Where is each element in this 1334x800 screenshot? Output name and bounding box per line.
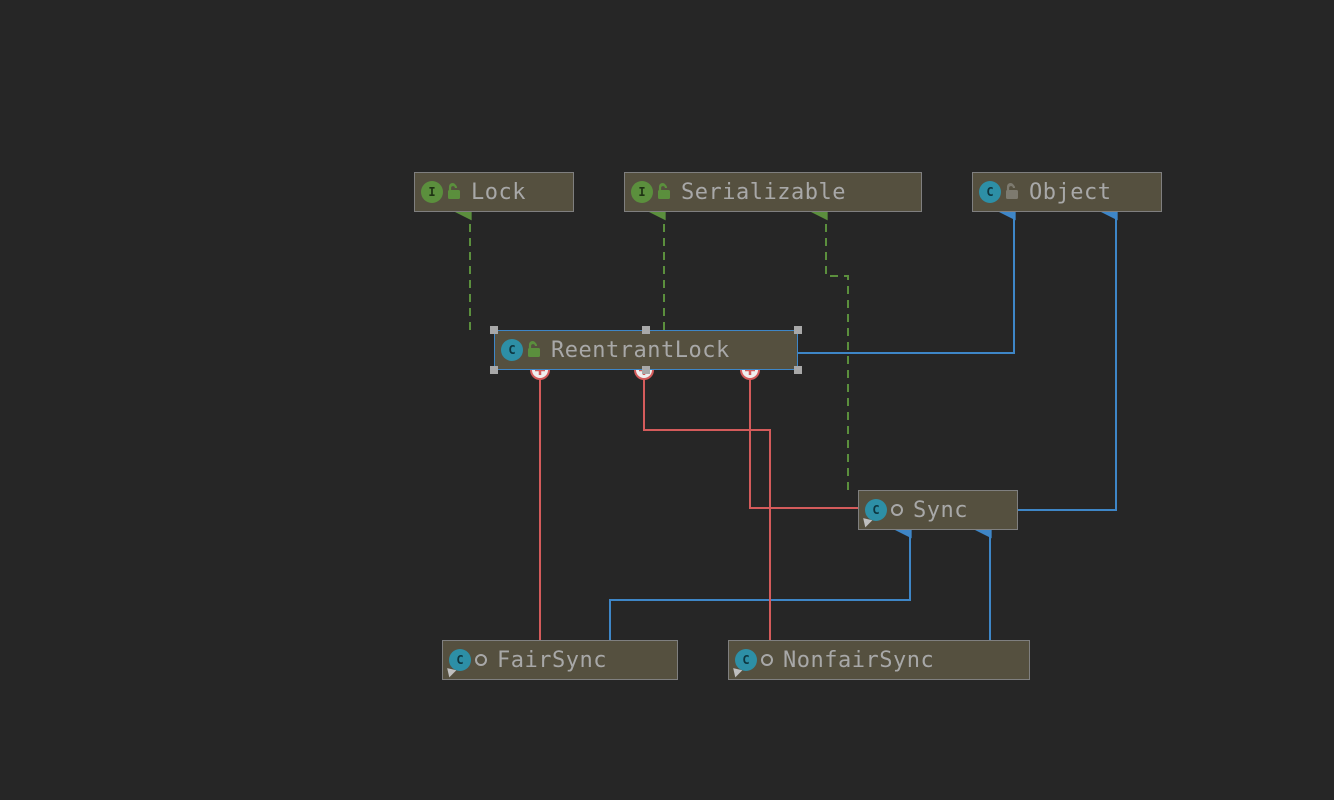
class-node-sync[interactable]: C Sync xyxy=(858,490,1018,530)
node-label: NonfairSync xyxy=(783,648,934,673)
edge-extends xyxy=(1018,212,1116,510)
lock-icon xyxy=(1005,184,1019,200)
edge-inner xyxy=(750,370,858,508)
inner-class-overlay-icon xyxy=(444,665,457,678)
selection-handle[interactable] xyxy=(794,366,802,374)
node-label: FairSync xyxy=(497,648,607,673)
edge-extends xyxy=(610,530,910,640)
selection-handle[interactable] xyxy=(794,326,802,334)
class-icon: C xyxy=(449,649,471,671)
lock-icon xyxy=(657,184,671,200)
package-visibility-icon xyxy=(761,654,773,666)
selection-handle[interactable] xyxy=(490,326,498,334)
selection-handle[interactable] xyxy=(490,366,498,374)
node-label: ReentrantLock xyxy=(551,338,730,363)
package-visibility-icon xyxy=(475,654,487,666)
interface-icon: I xyxy=(631,181,653,203)
lock-icon xyxy=(527,342,541,358)
class-node-fairsync[interactable]: C FairSync xyxy=(442,640,678,680)
inner-class-overlay-icon xyxy=(730,665,743,678)
class-node-object[interactable]: C Object xyxy=(972,172,1162,212)
class-node-reentrant[interactable]: C ReentrantLock xyxy=(494,330,798,370)
class-node-nonfairsync[interactable]: C NonfairSync xyxy=(728,640,1030,680)
node-label: Serializable xyxy=(681,180,846,205)
inner-class-overlay-icon xyxy=(860,515,873,528)
class-icon: C xyxy=(735,649,757,671)
selection-handle[interactable] xyxy=(642,326,650,334)
package-visibility-icon xyxy=(891,504,903,516)
class-icon: C xyxy=(865,499,887,521)
node-label: Object xyxy=(1029,180,1111,205)
interface-icon: I xyxy=(421,181,443,203)
edge-inner xyxy=(644,370,770,640)
selection-handle[interactable] xyxy=(642,366,650,374)
diagram-edges xyxy=(0,0,1334,800)
class-node-lock[interactable]: I Lock xyxy=(414,172,574,212)
lock-icon xyxy=(447,184,461,200)
class-icon: C xyxy=(979,181,1001,203)
edge-implements xyxy=(826,212,848,490)
node-label: Sync xyxy=(913,498,968,523)
class-node-serializable[interactable]: I Serializable xyxy=(624,172,922,212)
node-label: Lock xyxy=(471,180,526,205)
edge-extends xyxy=(798,212,1014,353)
class-icon: C xyxy=(501,339,523,361)
